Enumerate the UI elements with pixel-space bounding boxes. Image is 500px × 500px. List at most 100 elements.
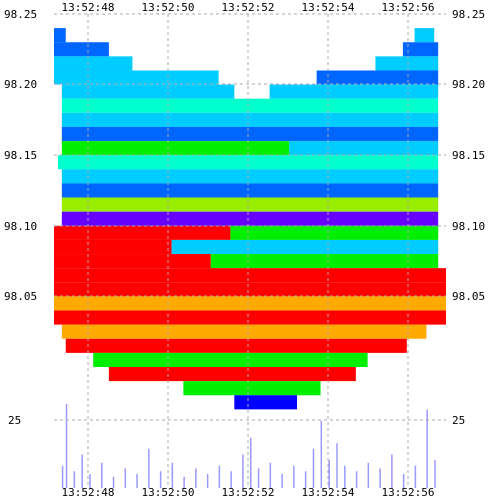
volume-bar: [434, 460, 436, 488]
volume-bar: [148, 448, 150, 488]
right-price-axis: 98.25 98.20 98.15 98.10 98.05 25: [452, 8, 485, 427]
volume-bar: [124, 468, 127, 488]
x-tick-label: 13:52:52: [222, 486, 275, 499]
volume-bar: [73, 471, 76, 488]
volume-bar: [61, 465, 64, 488]
x-tick-label: 13:52:54: [302, 486, 355, 499]
volume-bar: [344, 465, 346, 488]
volume-bars: [61, 404, 436, 488]
heatmap-band: [402, 42, 439, 57]
heatmap-band: [54, 254, 211, 269]
volume-bar: [328, 460, 330, 488]
volume-bar: [320, 420, 323, 488]
heatmap-band: [61, 98, 439, 113]
volume-bar: [230, 471, 232, 488]
y-tick-label: 98.25: [4, 8, 37, 21]
heatmap-band: [316, 70, 439, 85]
volume-bar: [218, 465, 221, 488]
volume-bar: [391, 454, 393, 488]
heatmap-band: [61, 197, 439, 212]
heatmap-band: [57, 155, 439, 170]
x-tick-label: 13:52:56: [382, 486, 435, 499]
heatmap-band: [61, 141, 290, 156]
volume-bar: [257, 468, 260, 488]
heatmap-band: [61, 183, 439, 198]
volume-bar: [81, 454, 83, 488]
heatmap-band: [375, 56, 439, 71]
volume-bar: [304, 471, 307, 488]
left-price-axis: 98.25 98.20 98.15 98.10 98.05 25: [4, 8, 37, 427]
heatmap-band: [61, 112, 439, 127]
y-tick-label: 98.10: [452, 220, 485, 233]
heatmap-band: [234, 395, 298, 410]
heatmap-band: [54, 28, 66, 43]
volume-bar: [312, 448, 315, 488]
top-time-axis: 13:52:48 13:52:50 13:52:52 13:52:54 13:5…: [62, 1, 435, 14]
x-tick-label: 13:52:48: [62, 486, 115, 499]
x-tick-label: 13:52:48: [62, 1, 115, 14]
bottom-time-axis: 13:52:48 13:52:50 13:52:52 13:52:54 13:5…: [62, 486, 435, 499]
heatmap-band: [54, 268, 446, 283]
heatmap-band: [269, 84, 439, 99]
x-tick-label: 13:52:50: [142, 486, 195, 499]
volume-bar: [426, 409, 428, 488]
volume-bar: [402, 474, 405, 488]
heatmap-band: [54, 296, 446, 311]
heatmap-band: [61, 324, 427, 339]
volume-bar: [136, 474, 138, 488]
heatmap-band: [183, 381, 321, 396]
volume-bar: [183, 476, 185, 488]
heatmap-bands: [54, 28, 446, 410]
y-tick-label: 98.20: [452, 78, 485, 91]
heatmap-band: [65, 338, 407, 353]
y-tick-label: 98.20: [4, 78, 37, 91]
heatmap-band: [289, 141, 439, 156]
heatmap-band: [171, 239, 439, 255]
x-tick-label: 13:52:56: [382, 1, 435, 14]
volume-bar: [269, 462, 272, 488]
volume-bar: [65, 404, 68, 488]
y-tick-label: 98.15: [4, 149, 37, 162]
x-tick-label: 13:52:54: [302, 1, 355, 14]
x-tick-label: 13:52:50: [142, 1, 195, 14]
heatmap-band: [54, 225, 231, 240]
volume-bar: [336, 443, 338, 488]
volume-tick-label: 25: [8, 414, 21, 427]
volume-bar: [281, 474, 283, 488]
heatmap-band: [54, 239, 172, 255]
heatmap-band: [61, 84, 235, 99]
y-tick-label: 98.05: [452, 290, 485, 303]
heatmap-band: [54, 42, 109, 57]
y-tick-label: 98.10: [4, 220, 37, 233]
heatmap-band: [414, 28, 435, 43]
heatmap-band: [210, 254, 439, 269]
volume-bar: [206, 474, 209, 488]
volume-bar: [112, 476, 115, 488]
volume-bar: [171, 462, 174, 488]
volume-bar: [379, 468, 381, 488]
heatmap-band: [61, 169, 439, 184]
heatmap-band: [61, 211, 439, 226]
heatmap-band: [61, 126, 439, 142]
volume-bar: [355, 471, 358, 488]
grid: [54, 13, 446, 486]
heatmap-band: [108, 367, 356, 382]
volume-bar: [367, 462, 370, 488]
heatmap-band: [54, 70, 219, 85]
y-tick-label: 98.05: [4, 290, 37, 303]
volume-bar: [89, 474, 91, 488]
heatmap-band: [54, 282, 446, 297]
heatmap-band: [54, 310, 446, 325]
volume-bar: [250, 437, 252, 488]
volume-bar: [414, 465, 417, 488]
volume-bar: [159, 471, 162, 488]
heatmap-band: [230, 225, 439, 240]
volume-tick-label: 25: [452, 414, 465, 427]
y-tick-label: 98.15: [452, 149, 485, 162]
volume-bar: [293, 465, 295, 488]
volume-bar: [195, 468, 197, 488]
volume-bar: [101, 462, 103, 488]
x-tick-label: 13:52:52: [222, 1, 275, 14]
heatmap-band: [54, 56, 133, 71]
